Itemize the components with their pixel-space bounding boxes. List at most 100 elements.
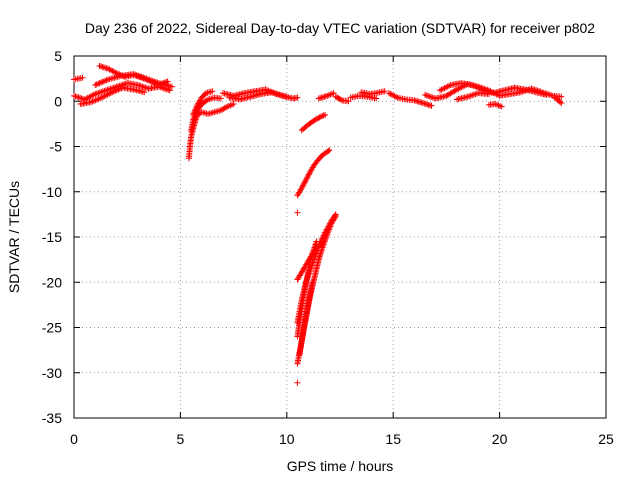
data-point [92, 81, 99, 88]
data-point [283, 93, 290, 100]
data-point [337, 96, 344, 103]
data-point [322, 111, 329, 118]
data-point [381, 88, 388, 95]
data-point [79, 74, 86, 81]
data-point [543, 91, 550, 98]
data-point [302, 176, 309, 183]
data-point [75, 94, 82, 101]
data-point [298, 185, 305, 192]
data-point [495, 102, 502, 109]
data-point [302, 178, 309, 185]
data-point [425, 92, 432, 99]
y-tick-label: -20 [42, 274, 62, 290]
data-point [485, 91, 492, 98]
y-tick-label: -35 [42, 410, 62, 426]
data-point [112, 69, 119, 76]
data-point [301, 179, 308, 186]
data-point [309, 279, 316, 286]
data-point [96, 89, 103, 96]
data-point [294, 379, 301, 386]
chart-title: Day 236 of 2022, Sidereal Day-to-day VTE… [85, 20, 595, 36]
data-point [469, 92, 476, 99]
y-axis-label: SDTVAR / TECUs [6, 181, 22, 293]
data-point [164, 78, 171, 85]
data-point [331, 212, 338, 219]
data-point [320, 112, 327, 119]
data-point [95, 80, 102, 87]
data-point [190, 111, 197, 118]
data-point [220, 105, 227, 112]
data-point [498, 103, 505, 110]
data-point [192, 106, 199, 113]
data-point [393, 93, 400, 100]
data-point [335, 95, 342, 102]
data-point [318, 239, 325, 246]
data-point [466, 93, 473, 100]
data-point [423, 92, 430, 99]
x-tick-label: 15 [385, 431, 401, 447]
data-point [93, 81, 100, 88]
data-point [102, 77, 109, 84]
y-tick-label: -30 [42, 365, 62, 381]
data-point [332, 211, 339, 218]
data-point [305, 172, 312, 179]
data-point [139, 83, 146, 90]
data-point [326, 147, 333, 154]
data-point [136, 82, 143, 89]
data-point [305, 171, 312, 178]
data-point [103, 77, 110, 84]
data-point [336, 95, 343, 102]
data-point [217, 95, 224, 102]
data-point [429, 94, 436, 101]
x-tick-label: 10 [279, 431, 295, 447]
data-point [74, 93, 81, 100]
data-point [464, 93, 471, 100]
data-point [96, 80, 103, 87]
y-tick-label: -25 [42, 320, 62, 336]
data-point [304, 174, 311, 181]
data-point [134, 81, 141, 88]
data-point [193, 104, 200, 111]
tick-layer: 0 5 10 15 20 25 5 0 -5 -10 -15 -20 -25 -30 -35 [42, 48, 614, 447]
data-point [100, 78, 107, 85]
data-point [428, 102, 435, 109]
data-point [426, 93, 433, 100]
data-point [311, 117, 318, 124]
data-point [191, 107, 198, 114]
data-point [113, 70, 120, 77]
series-sdtvar [71, 62, 565, 386]
data-point [221, 105, 228, 112]
data-point [330, 90, 337, 97]
x-tick-label: 0 [70, 431, 78, 447]
data-point [217, 107, 224, 114]
y-tick-label: -5 [50, 139, 63, 155]
data-point [294, 209, 301, 216]
data-point [558, 93, 565, 100]
y-tick-label: 5 [54, 48, 62, 64]
data-point [168, 83, 175, 90]
data-point [230, 100, 237, 107]
data-point [332, 93, 339, 100]
data-point [313, 238, 320, 245]
y-tick-label: 0 [54, 93, 62, 109]
data-point [72, 93, 79, 100]
data-point [166, 87, 173, 94]
data-point [77, 94, 84, 101]
data-point [557, 98, 564, 105]
data-point [141, 89, 148, 96]
data-point [315, 115, 322, 122]
data-point [209, 88, 216, 95]
data-point [319, 113, 326, 120]
data-point [316, 114, 323, 121]
x-tick-label: 5 [177, 431, 185, 447]
data-point [71, 92, 77, 99]
data-point [191, 108, 198, 115]
data-point [319, 238, 326, 245]
x-tick-label: 25 [598, 431, 614, 447]
data-point [203, 97, 210, 104]
data-point [219, 106, 226, 113]
data-point [193, 103, 200, 110]
y-tick-label: -10 [42, 184, 62, 200]
data-point [317, 113, 324, 120]
